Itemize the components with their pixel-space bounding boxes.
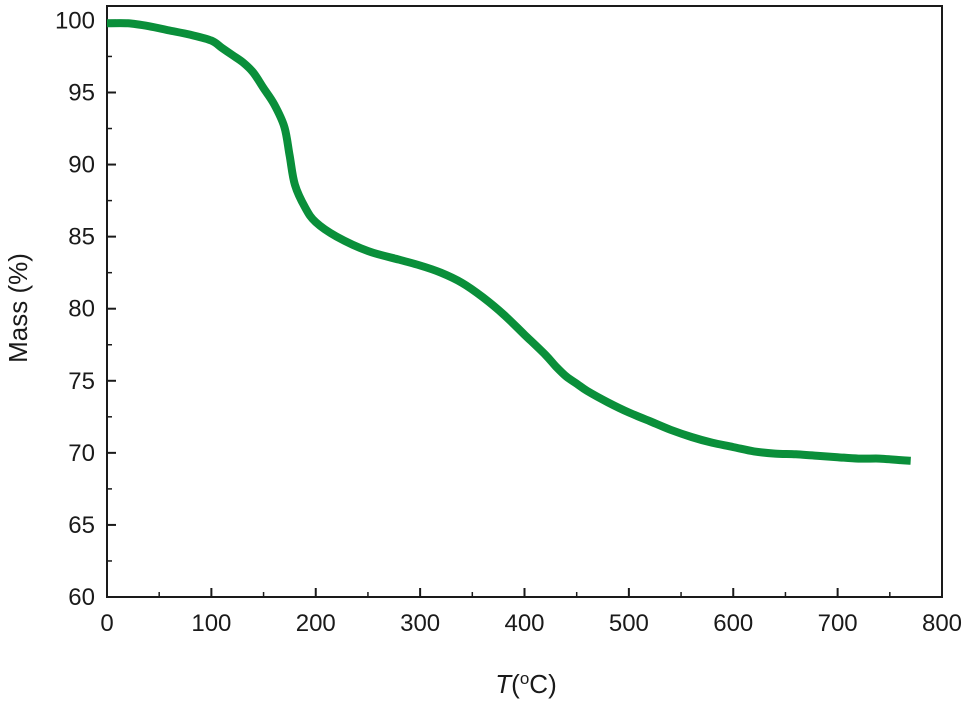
x-tick-label: 700: [818, 610, 858, 637]
y-axis-ticks: 60 65 70 75 80 85 90 95 100: [55, 7, 116, 611]
x-axis-title-unit: C): [529, 669, 556, 699]
y-tick-label: 80: [68, 296, 95, 323]
x-tick-label: 800: [922, 610, 962, 637]
x-axis-ticks: 0 100 200 300 400 500 600 700 800: [100, 588, 962, 637]
x-tick-label: 300: [400, 610, 440, 637]
x-tick-label: 600: [713, 610, 753, 637]
x-tick-label: 100: [191, 610, 231, 637]
y-tick-label: 95: [68, 79, 95, 106]
series-layer: [106, 19, 911, 465]
x-axis-title-symbol: T: [495, 669, 513, 699]
mass-series-line: [106, 19, 911, 465]
x-tick-label: 0: [100, 610, 113, 637]
x-tick-label: 400: [504, 610, 544, 637]
y-axis-title: Mass (%): [3, 253, 33, 363]
x-axis-title-open: (: [511, 669, 520, 699]
y-tick-label: 70: [68, 440, 95, 467]
y-tick-label: 75: [68, 368, 95, 395]
x-tick-label: 200: [296, 610, 336, 637]
y-tick-label: 90: [68, 152, 95, 179]
plot-frame: [106, 5, 943, 598]
y-tick-label: 60: [68, 584, 95, 611]
y-tick-label: 85: [68, 224, 95, 251]
x-axis-title: T(oC): [495, 669, 556, 700]
x-tick-label: 500: [609, 610, 649, 637]
y-tick-label: 65: [68, 512, 95, 539]
x-axis-title-degree: o: [520, 669, 529, 688]
y-tick-label: 100: [55, 7, 95, 34]
